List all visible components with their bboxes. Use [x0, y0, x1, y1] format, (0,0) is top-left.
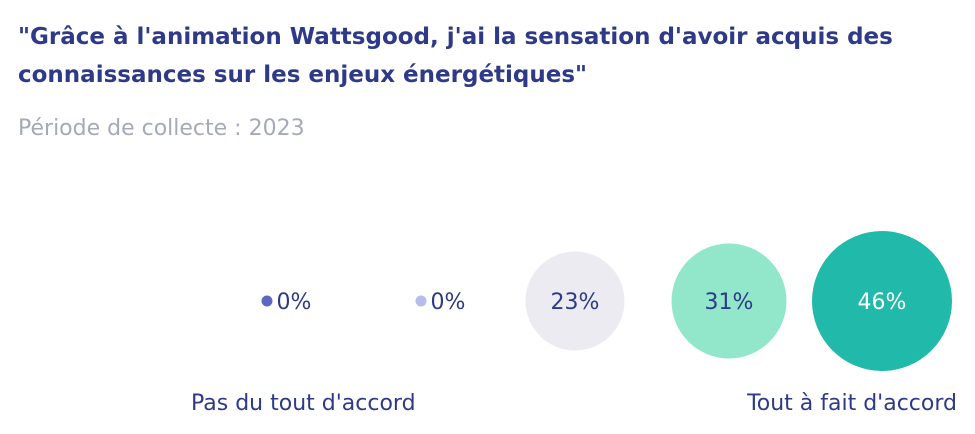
bubble-1-value-label: 0% — [277, 290, 312, 315]
chart-subtitle: Période de collecte : 2023 — [18, 116, 305, 141]
bubble-4-value-label: 31% — [705, 290, 754, 315]
bubble-2 — [415, 295, 427, 307]
bubble-2-value-label: 0% — [431, 290, 466, 315]
bubble-5-value-label: 46% — [858, 290, 907, 315]
scale-label-left: Pas du tout d'accord — [191, 391, 416, 416]
scale-label-right: Tout à fait d'accord — [747, 391, 957, 416]
bubble-1 — [261, 295, 273, 307]
bubble-5 — [812, 231, 952, 371]
chart-title: "Grâce à l'animation Wattsgood, j'ai la … — [18, 24, 893, 88]
bubble-3 — [525, 251, 625, 351]
bubble-3-value-label: 23% — [551, 290, 600, 315]
bubble-4 — [671, 243, 787, 359]
